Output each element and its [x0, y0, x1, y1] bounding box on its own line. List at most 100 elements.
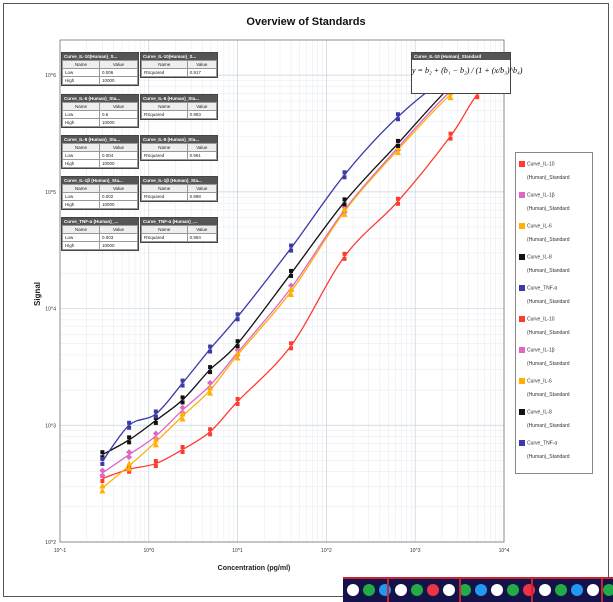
- data-point: [180, 378, 185, 383]
- data-point: [235, 401, 240, 406]
- data-point: [395, 138, 400, 143]
- legend-sublabel: (Human)_Standard: [527, 361, 570, 367]
- y-tick-label: 10^6: [45, 73, 56, 79]
- x-tick-label: 10^-1: [54, 548, 67, 554]
- fit-curves: [101, 63, 505, 489]
- table-row: Low 0.6: [62, 110, 139, 119]
- data-point: [180, 395, 185, 400]
- parameter-table: Curve_IL-6 (Human)_Sta... Name Value Low 0.6…: [61, 94, 139, 128]
- table-row: RSquared 0.917: [141, 68, 218, 77]
- strip-dot: [523, 584, 535, 596]
- table-row: RSquared 0.998: [141, 192, 218, 201]
- data-point: [126, 454, 133, 461]
- plot-border: [59, 39, 505, 543]
- table-row: RSquared 0.983: [141, 110, 218, 119]
- param-name: Low: [62, 192, 100, 201]
- param-name: Low: [62, 110, 100, 119]
- legend-entry: Curve_TNF-α: [519, 440, 557, 446]
- data-point: [100, 456, 105, 461]
- chart-title: Overview of Standards: [246, 16, 366, 28]
- legend-marker: [519, 378, 525, 384]
- parameter-table-title: Curve_IL-1β (Human)_Sta...: [141, 177, 217, 184]
- fit-curve-0: [102, 74, 505, 480]
- data-point: [289, 268, 294, 273]
- data-point: [207, 389, 214, 396]
- param-name: High: [62, 159, 100, 168]
- data-point: [127, 425, 132, 430]
- param-name: RSquared: [141, 68, 188, 77]
- parameter-table-title: Curve_IL-1β (Human)_Sta...: [62, 177, 138, 184]
- param-value: 0.004: [98, 151, 139, 160]
- data-point: [235, 339, 240, 344]
- parameter-table-title: Curve_IL-10(Human)_S...: [141, 53, 217, 60]
- table-row: RSquared 0.991: [141, 151, 218, 160]
- legend-sublabel: (Human)_Standard: [527, 175, 570, 181]
- legend-entry: Curve_IL-6: [519, 378, 552, 384]
- data-point: [395, 117, 400, 122]
- data-point: [208, 427, 213, 432]
- parameter-table-title: Curve_IL-8 (Human)_Sta...: [62, 136, 138, 143]
- data-point: [208, 344, 213, 349]
- x-tick-label: 10^2: [321, 548, 332, 554]
- parameter-table: Curve_TNF-α (Human)_... Name Value RSquared…: [140, 217, 218, 243]
- data-point: [448, 131, 453, 136]
- param-value: 0.003: [98, 233, 139, 242]
- data-point: [289, 346, 294, 351]
- param-value: 10000: [98, 241, 139, 250]
- param-value: 0.917: [186, 68, 218, 77]
- param-name: RSquared: [141, 151, 188, 160]
- legend-sublabel: (Human)_Standard: [527, 330, 570, 336]
- strip-dot: [571, 584, 583, 596]
- param-value: 0.991: [186, 151, 218, 160]
- decorative-strip: [343, 577, 613, 602]
- legend-sublabel: (Human)_Standard: [527, 392, 570, 398]
- legend-entry: Curve_IL-8: [519, 409, 552, 415]
- column-header: Value: [186, 143, 218, 152]
- legend-sublabel: (Human)_Standard: [527, 268, 570, 274]
- formula-box: Curve_IL-10 (Human)_Standard y = b₂ + (b…: [411, 52, 523, 94]
- strip-dot: [491, 584, 503, 596]
- strip-dot: [347, 584, 359, 596]
- data-point: [180, 400, 185, 405]
- legend-label: Curve_IL-10: [527, 316, 555, 323]
- data-point: [341, 205, 348, 212]
- parameter-table: Curve_IL-6 (Human)_Sta... Name Value RSquar…: [140, 94, 218, 120]
- y-tick-label: 10^5: [45, 190, 56, 196]
- x-tick-label: 10^4: [499, 548, 510, 554]
- x-tick-label: 10^0: [143, 548, 154, 554]
- param-name: Low: [62, 151, 100, 160]
- data-point: [180, 383, 185, 388]
- data-point: [289, 341, 294, 346]
- table-row: RSquared 0.994: [141, 233, 218, 242]
- table-row: High 10000: [62, 200, 139, 209]
- parameter-table-title: Curve_IL-8 (Human)_Sta...: [141, 136, 217, 143]
- legend-sublabel: (Human)_Standard: [527, 454, 570, 460]
- param-name: RSquared: [141, 233, 188, 242]
- data-point: [127, 469, 132, 474]
- legend-label: Curve_IL-6: [527, 223, 552, 230]
- legend-marker: [519, 440, 525, 446]
- data-point: [152, 436, 159, 443]
- legend-label: Curve_IL-8: [527, 409, 552, 416]
- legend-marker: [519, 316, 525, 322]
- parameter-table: Curve_IL-8 (Human)_Sta... Name Value Low 0.0…: [61, 135, 139, 169]
- param-value: 0.998: [186, 192, 218, 201]
- parameter-table: Curve_IL-8 (Human)_Sta... Name Value RSquar…: [140, 135, 218, 161]
- legend-label: Curve_TNF-α: [527, 285, 558, 292]
- strip-dot: [427, 584, 439, 596]
- data-point: [235, 344, 240, 349]
- column-header: Value: [186, 184, 218, 193]
- formula-equation: y = b₂ + (b₁ − b₂) / (1 + (x/b₃)^b₄): [412, 66, 523, 75]
- column-header: Value: [98, 143, 139, 152]
- data-point: [127, 435, 132, 440]
- legend-sublabel: (Human)_Standard: [527, 206, 570, 212]
- legend-marker: [519, 192, 525, 198]
- strip-dot: [555, 584, 567, 596]
- data-point: [288, 282, 295, 289]
- column-header: Value: [98, 102, 139, 111]
- y-tick-label: 10^2: [45, 540, 56, 546]
- parameter-table: Curve_TNF-α (Human)_... Name Value Low 0.003…: [61, 217, 139, 251]
- strip-dot: [603, 584, 613, 596]
- fit-curve-3: [102, 65, 505, 456]
- data-point: [126, 460, 133, 467]
